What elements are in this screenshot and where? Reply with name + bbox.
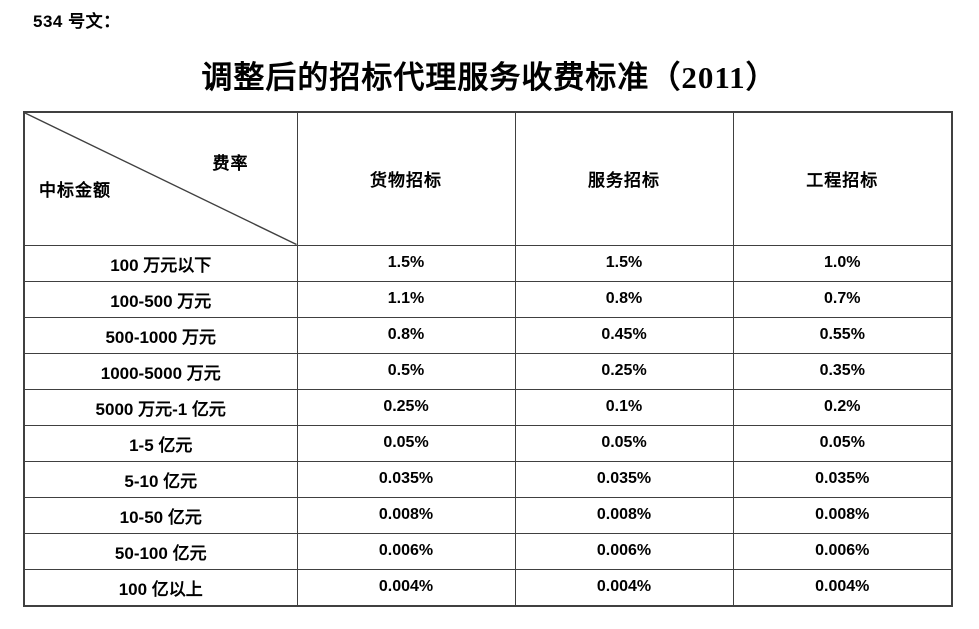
fee-value-cell: 0.008%: [732, 496, 953, 534]
fee-value-cell: 0.035%: [514, 460, 734, 498]
row-label-cell: 5-10 亿元: [23, 460, 298, 498]
table-row: 5-10 亿元 0.035% 0.035% 0.035%: [23, 460, 953, 498]
row-label-cell: 1000-5000 万元: [23, 352, 298, 390]
column-header-service-bidding: 服务招标: [514, 111, 734, 246]
fee-value-cell: 0.45%: [514, 316, 734, 354]
fee-value-cell: 0.2%: [732, 388, 953, 426]
fee-value-cell: 1.1%: [296, 280, 516, 318]
fee-value-cell: 0.004%: [732, 568, 953, 606]
fee-value-cell: 0.05%: [296, 424, 516, 462]
fee-value-cell: 0.006%: [296, 532, 516, 570]
fee-value-cell: 0.05%: [732, 424, 953, 462]
corner-label-bid-amount: 中标金额: [39, 180, 111, 200]
fee-value-cell: 0.004%: [514, 568, 734, 606]
fee-value-cell: 0.55%: [732, 316, 953, 354]
fee-value-cell: 0.035%: [296, 460, 516, 498]
table-row: 100 亿以上 0.004% 0.004% 0.004%: [23, 568, 953, 606]
fee-value-cell: 0.004%: [296, 568, 516, 606]
corner-label-fee-rate: 费率: [212, 154, 249, 173]
table-row: 5000 万元-1 亿元 0.25% 0.1% 0.2%: [23, 388, 953, 426]
fee-value-cell: 0.006%: [514, 532, 734, 570]
table-row: 10-50 亿元 0.008% 0.008% 0.008%: [23, 496, 953, 534]
document-title: 调整后的招标代理服务收费标准（2011）: [201, 60, 778, 95]
fee-value-cell: 1.5%: [296, 244, 516, 282]
fee-value-cell: 0.7%: [732, 280, 953, 318]
table-row: 1-5 亿元 0.05% 0.05% 0.05%: [23, 424, 953, 462]
table-row: 50-100 亿元 0.006% 0.006% 0.006%: [23, 532, 953, 570]
row-label-cell: 100-500 万元: [23, 280, 298, 318]
row-label-cell: 1-5 亿元: [23, 424, 298, 462]
diagonal-divider-line: [25, 113, 297, 245]
column-header-goods-bidding: 货物招标: [296, 111, 516, 246]
row-label-cell: 500-1000 万元: [23, 316, 298, 354]
fee-value-cell: 0.25%: [296, 388, 516, 426]
fee-value-cell: 0.35%: [732, 352, 953, 390]
fee-value-cell: 0.8%: [514, 280, 734, 318]
row-label-cell: 50-100 亿元: [23, 532, 298, 570]
row-label-cell: 100 亿以上: [23, 568, 298, 606]
table-row: 500-1000 万元 0.8% 0.45% 0.55%: [23, 316, 953, 354]
column-header-engineering-bidding: 工程招标: [732, 111, 953, 246]
fee-value-cell: 0.008%: [296, 496, 516, 534]
fee-value-cell: 0.8%: [296, 316, 516, 354]
table-row: 1000-5000 万元 0.5% 0.25% 0.35%: [23, 352, 953, 390]
table-row: 100-500 万元 1.1% 0.8% 0.7%: [23, 280, 953, 318]
fee-value-cell: 1.5%: [514, 244, 734, 282]
corner-header-cell: 费率 中标金额: [23, 111, 298, 246]
fee-value-cell: 0.1%: [514, 388, 734, 426]
header-row: 费率 中标金额 货物招标 服务招标 工程招标: [23, 111, 953, 246]
row-label-cell: 10-50 亿元: [23, 496, 298, 534]
fee-value-cell: 0.008%: [514, 496, 734, 534]
row-label-cell: 100 万元以下: [23, 244, 298, 282]
table-row: 100 万元以下 1.5% 1.5% 1.0%: [23, 244, 953, 282]
fee-value-cell: 0.25%: [514, 352, 734, 390]
doc-number: 534 号文：: [33, 12, 121, 31]
fee-value-cell: 0.5%: [296, 352, 516, 390]
fee-value-cell: 1.0%: [732, 244, 953, 282]
fee-value-cell: 0.006%: [732, 532, 953, 570]
fee-value-cell: 0.05%: [514, 424, 734, 462]
fee-value-cell: 0.035%: [732, 460, 953, 498]
row-label-cell: 5000 万元-1 亿元: [23, 388, 298, 426]
fee-rate-table: 费率 中标金额 货物招标 服务招标 工程招标 100 万元以下 1.5% 1.5% 1…: [23, 111, 953, 607]
